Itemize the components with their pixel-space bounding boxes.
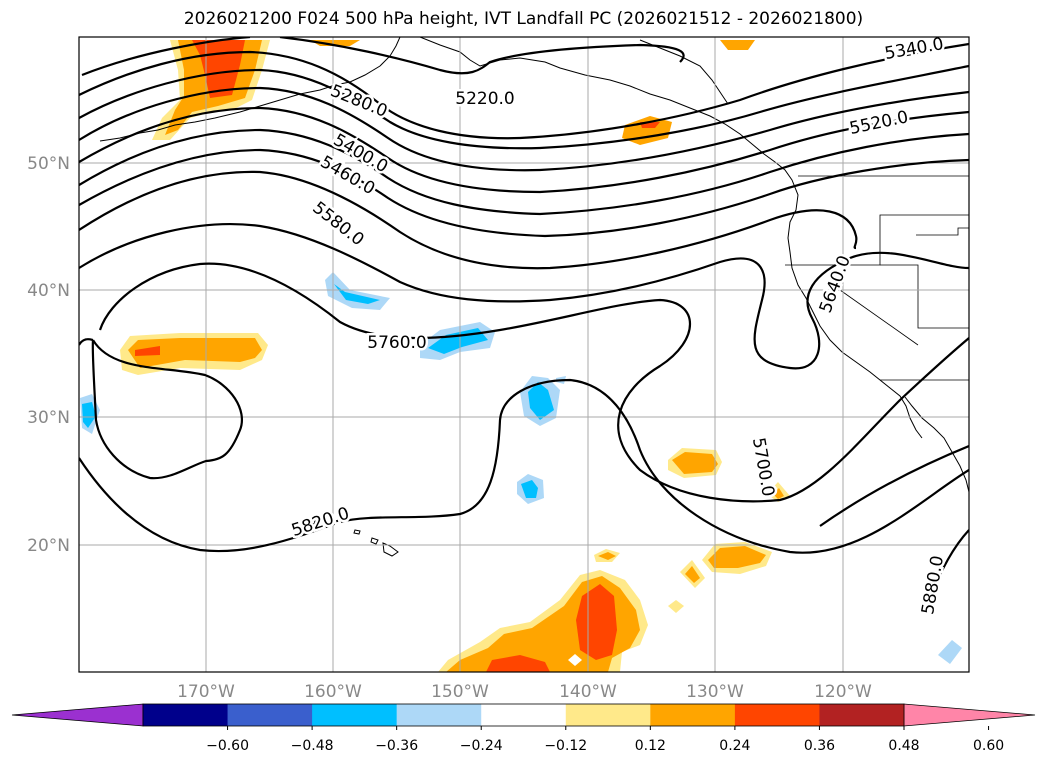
political-borders <box>785 175 969 381</box>
coastlines <box>99 37 969 557</box>
map-frame <box>78 36 970 673</box>
lon-tick-label: 150°W <box>431 682 489 702</box>
colorbar-tick-label: −0.36 <box>375 738 418 754</box>
colorbar-outline <box>142 703 905 727</box>
ivt-shading <box>80 40 962 672</box>
colorbar-segment <box>819 704 905 726</box>
contour-label: 5220.0 <box>455 89 514 109</box>
colorbar-tick-label: 0.24 <box>719 738 750 754</box>
colorbar-extend-max <box>903 703 1036 727</box>
longitude-labels: 170°W 160°W 150°W 140°W 130°W 120°W <box>177 682 872 702</box>
colorbar-segment <box>143 704 229 726</box>
colorbar: −0.60 −0.48 −0.36 −0.24 −0.12 0.12 0.24 0.36 0.4… <box>11 703 1036 754</box>
lon-tick-label: 140°W <box>559 682 617 702</box>
lat-tick-label: 50°N <box>27 154 70 174</box>
latitude-labels: 50°N 40°N 30°N 20°N <box>27 154 70 556</box>
lon-tick-label: 170°W <box>177 682 235 702</box>
lat-tick-label: 40°N <box>27 281 70 301</box>
height-contours <box>79 37 969 601</box>
colorbar-segment <box>227 704 313 726</box>
lat-tick-label: 20°N <box>27 536 70 556</box>
colorbar-tick-label: 0.48 <box>888 738 919 754</box>
colorbar-segment <box>734 704 820 726</box>
colorbar-segment <box>650 704 736 726</box>
colorbar-tick-label: 0.12 <box>635 738 666 754</box>
colorbar-segment <box>481 704 567 726</box>
colorbar-segment <box>565 704 651 726</box>
colorbar-tick-label: 0.60 <box>973 738 1004 754</box>
colorbar-tick-label: −0.48 <box>291 738 334 754</box>
colorbar-tick-label: −0.24 <box>460 738 503 754</box>
colorbar-extend-min <box>11 703 144 727</box>
lon-tick-label: 130°W <box>686 682 744 702</box>
lon-tick-label: 160°W <box>304 682 362 702</box>
map-title: 2026021200 F024 500 hPa height, IVT Land… <box>183 9 864 29</box>
lat-tick-label: 30°N <box>27 408 70 428</box>
graticule <box>79 37 969 672</box>
colorbar-segment <box>312 704 398 726</box>
contour-label: 5760.0 <box>367 333 426 353</box>
colorbar-tick-label: 0.36 <box>804 738 835 754</box>
lon-tick-label: 120°W <box>814 682 872 702</box>
colorbar-segment <box>396 704 482 726</box>
colorbar-tick-label: −0.12 <box>544 738 587 754</box>
colorbar-tick-label: −0.60 <box>206 738 249 754</box>
